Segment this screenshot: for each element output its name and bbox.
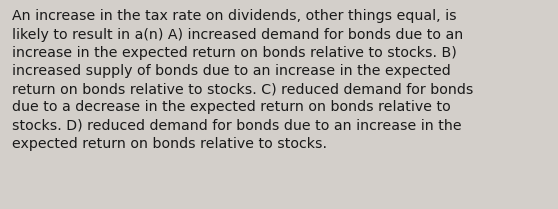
Text: An increase in the tax rate on dividends, other things equal, is
likely to resul: An increase in the tax rate on dividends… [12, 9, 474, 151]
